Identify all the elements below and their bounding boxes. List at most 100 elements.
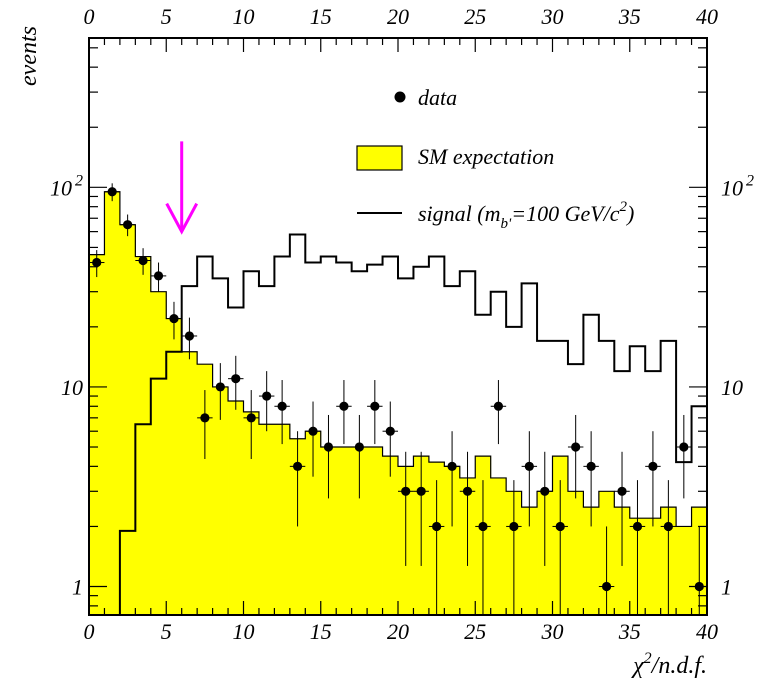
data-point [586, 461, 596, 471]
legend-data-marker [394, 91, 406, 103]
x-axis-label: χ2/n.d.f. [631, 650, 707, 679]
y-axis-label: events [16, 26, 42, 86]
x-tick-label-bottom: 20 [387, 619, 409, 644]
data-point [215, 382, 225, 392]
x-tick-label-bottom: 40 [696, 619, 718, 644]
data-point [617, 486, 627, 496]
legend: data SM expectation signal (mb'=100 GeV/c2… [356, 85, 634, 232]
data-point [401, 486, 411, 496]
x-tick-label-top: 20 [387, 4, 409, 29]
data-point [323, 442, 334, 452]
sm-expectation-bar [274, 424, 291, 615]
x-tick-label-top: 30 [541, 4, 564, 29]
data-point [262, 391, 272, 401]
data-point [138, 255, 148, 266]
data-point [200, 413, 210, 423]
sm-expectation-bar [197, 364, 213, 615]
sm-expectation-bar [351, 447, 368, 615]
data-point [540, 486, 550, 496]
data-point [292, 461, 303, 471]
data-points-layer [89, 183, 707, 615]
data-point [184, 331, 195, 341]
legend-signal-label: signal (mb'=100 GeV/c2) [418, 199, 634, 232]
y-tick-label-right: 10 [721, 375, 743, 400]
data-point [432, 521, 442, 532]
x-tick-label-bottom: 5 [161, 619, 172, 644]
sm-expectation-bar [135, 256, 152, 615]
annotation-layer [165, 141, 199, 235]
x-tick-label-top: 0 [84, 4, 95, 29]
y-tick-label-left: 1 [72, 575, 83, 600]
data-point [354, 442, 364, 452]
x-tick-label-bottom: 0 [84, 619, 95, 644]
sm-expectation-bar [583, 507, 600, 615]
sm-expectation-bar [676, 526, 692, 615]
sm-expectation-bar [567, 491, 584, 615]
signal-step-line [89, 233, 708, 616]
legend-data-label: data [418, 85, 457, 110]
data-point [246, 413, 256, 423]
x-tick-label-top: 40 [696, 4, 718, 29]
x-tick-label-bottom: 10 [233, 619, 255, 644]
sm-expectation-bar [645, 518, 662, 615]
data-point [462, 486, 473, 496]
axis-labels: events χ2/n.d.f. [16, 26, 707, 679]
x-tick-label-top: 35 [618, 4, 641, 29]
sm-expectation-bar [490, 477, 507, 615]
sm-expectation-bar [119, 224, 136, 616]
data-point [231, 374, 241, 384]
data-point [524, 461, 534, 471]
sm-expectation-bar [444, 466, 461, 615]
sm-expectation-fill-layer [88, 191, 708, 616]
sm-expectation-bar [243, 411, 260, 615]
sm-expectation-bar [166, 318, 183, 615]
data-point [663, 521, 673, 532]
sm-expectation-bar [336, 447, 353, 615]
data-point [679, 442, 689, 452]
sm-expectation-bar [382, 456, 399, 615]
sm-expectation-bar [258, 424, 275, 615]
y-tick-label-right: 1 [721, 575, 732, 600]
x-tick-label-bottom: 25 [464, 619, 486, 644]
sm-expectation-bar [521, 507, 538, 615]
data-point [493, 401, 504, 411]
data-point [601, 581, 612, 592]
data-point [648, 461, 658, 471]
sm-expectation-bar [181, 351, 198, 615]
data-point [107, 187, 117, 197]
sm-expectation-bar [228, 401, 244, 615]
legend-sm-swatch [356, 145, 403, 171]
data-point [385, 426, 395, 436]
x-tick-label-top: 5 [161, 4, 172, 29]
legend-sm-label: SM expectation [418, 144, 554, 169]
data-point [169, 313, 179, 324]
x-tick-label-top: 10 [233, 4, 255, 29]
data-point [447, 461, 457, 471]
x-tick-label-top: 15 [310, 4, 332, 29]
cut-arrow-head [165, 202, 199, 235]
sm-expectation-bar [320, 447, 337, 615]
data-point [478, 521, 488, 532]
y-tick-label-left: 10 2 [50, 172, 83, 200]
sm-expectation-bar [89, 254, 105, 616]
data-point [416, 486, 426, 496]
x-tick-label-top: 25 [464, 4, 486, 29]
data-point [339, 401, 349, 411]
data-point [308, 426, 318, 436]
y-tick-label-right: 10 2 [721, 172, 754, 200]
data-point [153, 271, 164, 281]
signal-line-layer [89, 233, 708, 616]
data-point [632, 521, 643, 532]
data-point [277, 401, 287, 411]
sm-expectation-bar [104, 191, 121, 615]
sm-expectation-bar [289, 438, 306, 615]
x-tick-label-bottom: 30 [541, 619, 564, 644]
data-point [370, 401, 380, 411]
x-tick-label-bottom: 15 [310, 619, 332, 644]
sm-expectation-bar [367, 447, 383, 615]
data-point [509, 521, 519, 532]
sm-expectation-bar [150, 291, 167, 615]
sm-expectation-bar [305, 431, 322, 615]
